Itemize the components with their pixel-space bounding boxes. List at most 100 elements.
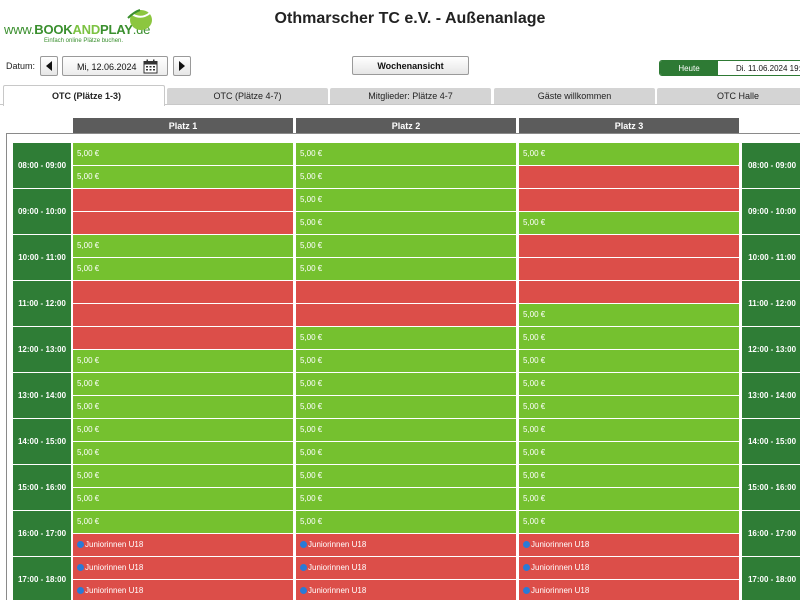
slot-free[interactable]: 5,00 € [519, 373, 739, 395]
court-header-platz-1: Platz 1 [73, 118, 293, 133]
slot-free[interactable]: 5,00 € [519, 304, 739, 326]
today-button[interactable]: Heute [660, 61, 718, 75]
slot-free[interactable]: 5,00 € [73, 396, 293, 418]
slot-free[interactable]: 5,00 € [296, 235, 516, 257]
tab-mitglieder-platze-4-7[interactable]: Mitglieder: Plätze 4-7 [330, 88, 491, 104]
tab-otc-platze-4-7[interactable]: OTC (Plätze 4-7) [167, 88, 328, 104]
slot-booked[interactable] [519, 235, 739, 257]
event-dot-icon [523, 587, 530, 594]
slot-free[interactable]: 5,00 € [519, 350, 739, 372]
slot-free[interactable]: 5,00 € [296, 396, 516, 418]
slot-booked[interactable] [519, 166, 739, 188]
time-label-right: 12:00 - 13:00 [742, 327, 800, 372]
slot-free[interactable]: 5,00 € [296, 511, 516, 533]
slot-price: 5,00 € [77, 241, 100, 250]
calendar-icon[interactable] [143, 59, 158, 74]
slot-free[interactable]: 5,00 € [519, 442, 739, 464]
slot-free[interactable]: 5,00 € [296, 465, 516, 487]
slot-free[interactable]: 5,00 € [296, 143, 516, 165]
slot-free[interactable]: 5,00 € [296, 442, 516, 464]
bookandplay-logo[interactable]: www.BOOKANDPLAY.de Einfach online Plätze… [4, 8, 164, 48]
event-dot-icon [300, 587, 307, 594]
slot-event[interactable]: Juniorinnen U18 [519, 534, 739, 556]
slot-price: 5,00 € [300, 149, 323, 158]
slot-free[interactable]: 5,00 € [73, 488, 293, 510]
slot-free[interactable]: 5,00 € [296, 327, 516, 349]
slot-free[interactable]: 5,00 € [73, 166, 293, 188]
slot-price: 5,00 € [523, 448, 546, 457]
tab-gaste-willkommen[interactable]: Gäste willkommen [494, 88, 655, 104]
slot-event[interactable]: Juniorinnen U18 [73, 580, 293, 600]
previous-day-button[interactable] [40, 56, 58, 76]
slot-price: 5,00 € [300, 425, 323, 434]
event-label: Juniorinnen U18 [531, 563, 590, 572]
slot-event[interactable]: Juniorinnen U18 [519, 557, 739, 579]
date-picker-field[interactable]: Mi, 12.06.2024 [62, 56, 168, 76]
slot-free[interactable]: 5,00 € [519, 511, 739, 533]
slot-price: 5,00 € [523, 333, 546, 342]
slot-free[interactable]: 5,00 € [296, 212, 516, 234]
slot-free[interactable]: 5,00 € [519, 465, 739, 487]
slot-booked[interactable] [519, 258, 739, 280]
time-label-right: 11:00 - 12:00 [742, 281, 800, 326]
slot-free[interactable]: 5,00 € [296, 350, 516, 372]
slot-free[interactable]: 5,00 € [519, 212, 739, 234]
slot-booked[interactable] [296, 281, 516, 303]
time-label-left: 10:00 - 11:00 [13, 235, 71, 280]
slot-event[interactable]: Juniorinnen U18 [73, 534, 293, 556]
slot-free[interactable]: 5,00 € [73, 373, 293, 395]
slot-booked[interactable] [73, 327, 293, 349]
slot-free[interactable]: 5,00 € [296, 189, 516, 211]
slot-booked[interactable] [296, 304, 516, 326]
slot-event[interactable]: Juniorinnen U18 [296, 557, 516, 579]
tab-otc-platze-1-3[interactable]: OTC (Plätze 1-3) [3, 85, 165, 106]
slot-free[interactable]: 5,00 € [296, 419, 516, 441]
time-label-left: 09:00 - 10:00 [13, 189, 71, 234]
time-label-left: 08:00 - 09:00 [13, 143, 71, 188]
slot-booked[interactable] [73, 212, 293, 234]
slot-price: 5,00 € [77, 517, 100, 526]
slot-free[interactable]: 5,00 € [73, 235, 293, 257]
slot-booked[interactable] [519, 281, 739, 303]
slot-event[interactable]: Juniorinnen U18 [296, 580, 516, 600]
slot-event[interactable]: Juniorinnen U18 [73, 557, 293, 579]
slot-event[interactable]: Juniorinnen U18 [296, 534, 516, 556]
time-label-left: 15:00 - 16:00 [13, 465, 71, 510]
slot-free[interactable]: 5,00 € [73, 442, 293, 464]
slot-free[interactable]: 5,00 € [296, 258, 516, 280]
slot-free[interactable]: 5,00 € [519, 327, 739, 349]
slot-free[interactable]: 5,00 € [73, 465, 293, 487]
slot-free[interactable]: 5,00 € [296, 166, 516, 188]
slot-price: 5,00 € [523, 425, 546, 434]
slot-booked[interactable] [73, 189, 293, 211]
slot-free[interactable]: 5,00 € [296, 488, 516, 510]
slot-booked[interactable] [73, 304, 293, 326]
slot-price: 5,00 € [77, 448, 100, 457]
tab-otc-halle[interactable]: OTC Halle [657, 88, 800, 104]
slot-free[interactable]: 5,00 € [73, 419, 293, 441]
tab-divider [0, 104, 800, 105]
slot-free[interactable]: 5,00 € [296, 373, 516, 395]
slot-free[interactable]: 5,00 € [73, 511, 293, 533]
time-label-right: 10:00 - 11:00 [742, 235, 800, 280]
event-dot-icon [77, 541, 84, 548]
slot-price: 5,00 € [77, 494, 100, 503]
slot-free[interactable]: 5,00 € [519, 143, 739, 165]
slot-free[interactable]: 5,00 € [519, 396, 739, 418]
slot-price: 5,00 € [300, 241, 323, 250]
slot-event[interactable]: Juniorinnen U18 [519, 580, 739, 600]
slot-free[interactable]: 5,00 € [519, 419, 739, 441]
slot-free[interactable]: 5,00 € [73, 350, 293, 372]
event-label: Juniorinnen U18 [85, 586, 144, 595]
next-day-button[interactable] [173, 56, 191, 76]
event-label: Juniorinnen U18 [85, 563, 144, 572]
week-view-button[interactable]: Wochenansicht [352, 56, 469, 75]
slot-price: 5,00 € [77, 264, 100, 273]
slot-free[interactable]: 5,00 € [519, 488, 739, 510]
slot-booked[interactable] [73, 281, 293, 303]
time-label-left: 17:00 - 18:00 [13, 557, 71, 600]
slot-free[interactable]: 5,00 € [73, 143, 293, 165]
slot-booked[interactable] [519, 189, 739, 211]
slot-free[interactable]: 5,00 € [73, 258, 293, 280]
